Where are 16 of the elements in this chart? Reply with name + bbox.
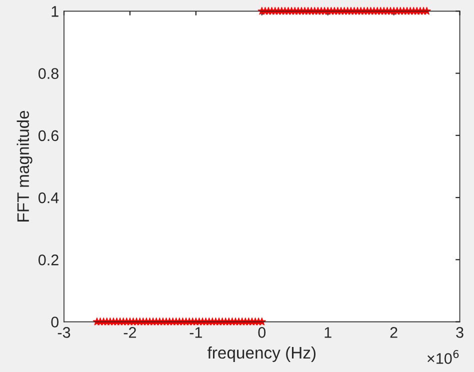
y-axis-title: FFT magnitude <box>16 110 32 222</box>
y-tick-label: 0.6 <box>38 130 58 142</box>
x-tick-label: 1 <box>324 327 332 338</box>
y-tick-label: 1 <box>52 6 58 17</box>
x-tick-label: -3 <box>58 327 70 338</box>
x-axis-title: frequency (Hz) <box>207 346 316 362</box>
y-tick-label: 0.2 <box>38 254 58 266</box>
y-tick-label: 0.8 <box>38 68 58 79</box>
y-tick-label: 0.4 <box>38 192 59 204</box>
text: ×10$^{6}$ <box>428 350 459 364</box>
x-tick-label: -2 <box>124 327 136 338</box>
x-tick-label: -1 <box>190 327 202 338</box>
x-tick-label: 2 <box>390 327 398 338</box>
y-tick-label: 0 <box>51 316 59 328</box>
x-tick-label: 3 <box>456 327 464 338</box>
x-tick-label: 0 <box>258 327 266 338</box>
